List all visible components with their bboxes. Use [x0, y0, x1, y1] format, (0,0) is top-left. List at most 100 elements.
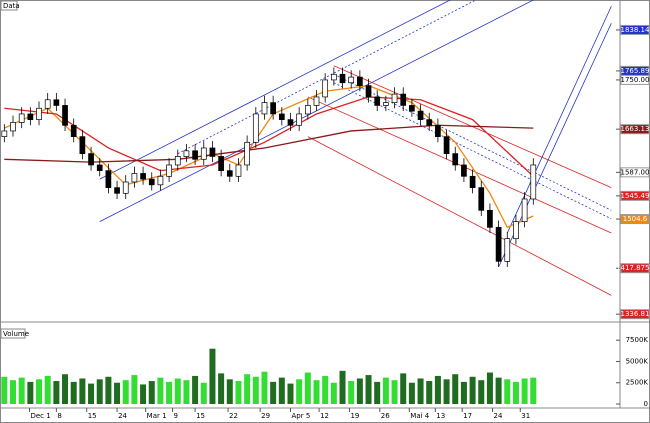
candle-body [148, 178, 155, 186]
candle-body [461, 164, 467, 177]
volume-bar [70, 381, 77, 404]
candle-body [10, 122, 16, 132]
plot-area [1, 0, 612, 296]
x-tick-label: Dec 1 [30, 412, 50, 420]
volume-bar [174, 378, 181, 404]
volume-bar [218, 373, 225, 404]
volume-bar [287, 383, 294, 404]
candle-body [452, 153, 459, 166]
y-tick-label: 1545.49 [621, 192, 650, 200]
trendline [307, 96, 612, 234]
volume-bar [140, 384, 147, 404]
candle-body [339, 73, 346, 84]
volume-bar [486, 372, 493, 404]
volume-bar [36, 379, 43, 404]
volume-bar [408, 382, 415, 404]
volume-bar [105, 376, 112, 404]
candle-body [435, 124, 441, 137]
candle-body [383, 102, 389, 106]
volume-bar [443, 379, 450, 404]
volume-bar [512, 381, 519, 404]
candle-body [374, 96, 381, 106]
volume-bar [426, 381, 433, 404]
candle-body [487, 209, 493, 228]
volume-bar [53, 381, 60, 404]
y-tick-label: 1587.00 [621, 168, 650, 176]
volume-bar [18, 377, 25, 404]
candle-body [443, 136, 450, 154]
candle-body [79, 136, 86, 154]
volume-bar [365, 375, 372, 404]
y-tick-label: 1417.8756 [616, 264, 650, 272]
volume-bar [434, 375, 441, 404]
candle-body [409, 105, 415, 112]
x-tick-label: 17 [463, 412, 472, 420]
volume-bar [504, 379, 511, 404]
volume-bar [330, 382, 337, 404]
candle-body [304, 105, 311, 115]
candle-body [44, 99, 51, 109]
candle-body [200, 147, 207, 160]
y-tick-label: 1663.13 [621, 125, 650, 133]
y-tick-label-box [620, 124, 650, 135]
volume-bar [79, 378, 86, 404]
x-tick-label: 22 [229, 412, 238, 420]
candle-body [296, 113, 303, 126]
volume-bar [322, 375, 329, 404]
candle-body [252, 113, 259, 143]
volume-bar [304, 372, 311, 404]
trendline [333, 82, 612, 220]
candle-body [70, 124, 77, 137]
volume-bar [226, 379, 233, 404]
x-tick-label: 12 [320, 412, 329, 420]
candle-body [313, 96, 320, 106]
candle-body [287, 119, 294, 126]
candle-body [426, 119, 433, 126]
candle-body [140, 173, 146, 180]
x-tick-label: 26 [381, 412, 390, 420]
title-box [0, 0, 18, 11]
candle-body [62, 105, 68, 126]
candle-body [36, 107, 42, 120]
candle-body [18, 113, 25, 123]
candle-body [27, 113, 34, 120]
y-tick-label: 1750.00 [621, 76, 650, 84]
candle-body [166, 164, 172, 177]
volume-bar [530, 377, 537, 404]
volume-bar [10, 380, 17, 404]
x-tick-label: Apr 5 [291, 412, 310, 420]
candle-body [1, 130, 8, 137]
x-tick-label: 15 [88, 412, 97, 420]
candle-body [357, 76, 363, 86]
x-tick-label: 24 [494, 412, 503, 420]
chart-title: Data [3, 2, 20, 10]
volume-bar [235, 381, 242, 404]
candle-body [521, 198, 528, 223]
candle-body [183, 150, 190, 157]
volume-bar [478, 380, 485, 404]
volume-bar [166, 381, 173, 404]
volume-bar [252, 376, 259, 404]
y-tick-label-box [620, 214, 650, 225]
volume-bar [209, 348, 216, 404]
volume-bar [44, 375, 51, 404]
y-tick-label: 1838.14 [621, 26, 650, 34]
y-tick-label-box [620, 24, 650, 35]
volume-bar [339, 370, 346, 404]
candle-body [417, 110, 424, 120]
candle-body [209, 147, 216, 157]
y-tick-label-box [620, 74, 650, 85]
candle-body [278, 113, 285, 120]
volume-bar [122, 380, 129, 404]
volume-title-box [0, 328, 26, 339]
volume-bar [460, 381, 467, 404]
candle-body [192, 150, 198, 160]
x-tick-label: 19 [350, 412, 359, 420]
volume-bar [521, 378, 528, 404]
x-tick-label: 29 [261, 412, 270, 420]
candle-body [365, 85, 372, 98]
y-tick-label-box [620, 309, 650, 320]
volume-bar [148, 381, 155, 404]
volume-bar [495, 377, 502, 404]
